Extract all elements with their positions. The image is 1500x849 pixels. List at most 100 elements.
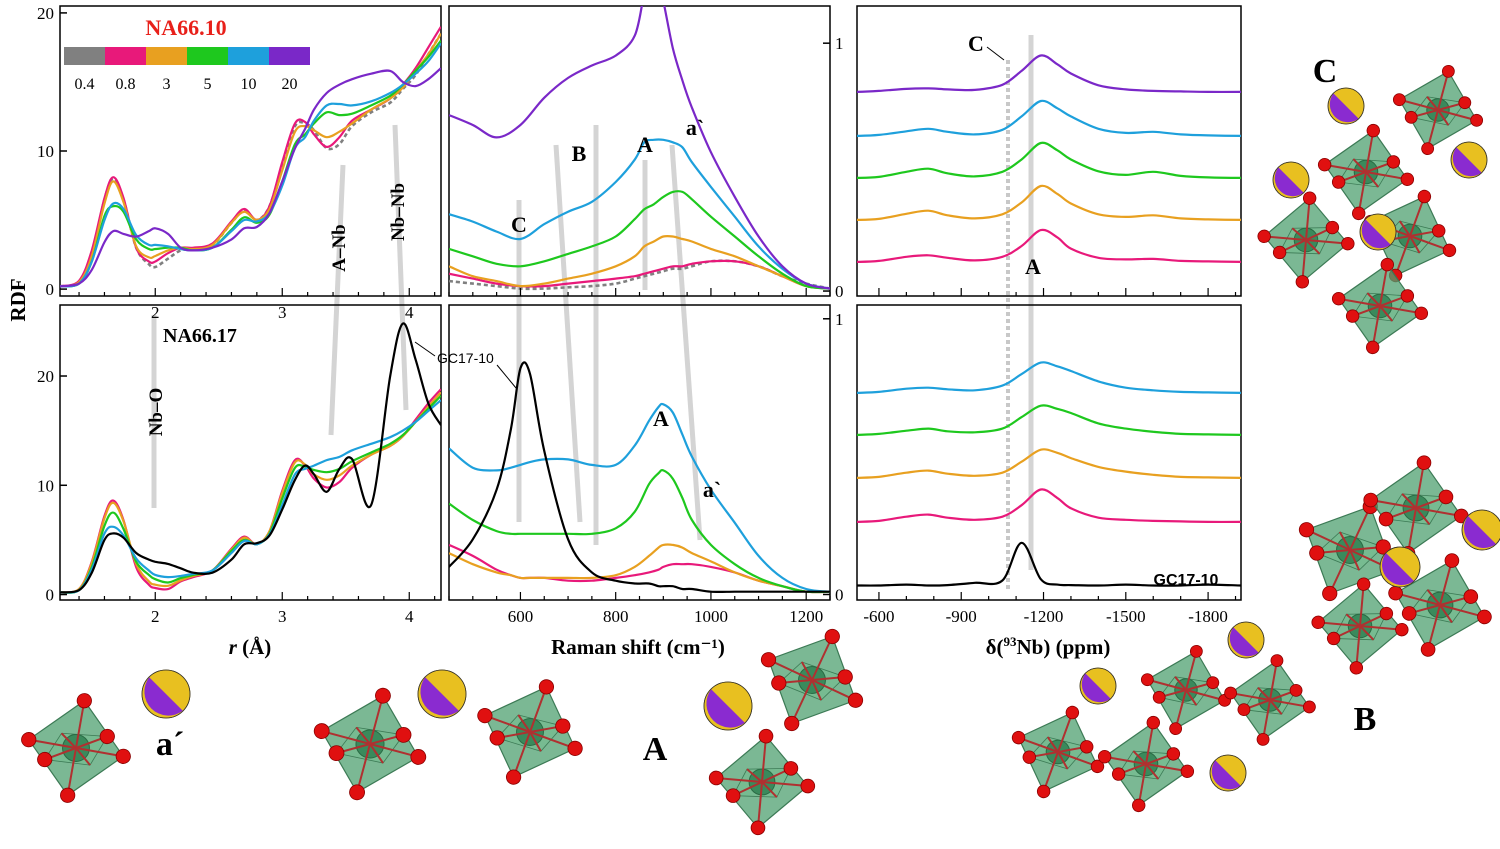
series-10-line	[449, 402, 830, 593]
legend-label: 20	[282, 76, 298, 93]
series-5-line	[857, 141, 1241, 179]
label-gc-rdf: GC17-10	[437, 350, 494, 366]
x-tick-label: 600	[508, 607, 534, 626]
axis-ticks-6: -600 -900 -1200 -1500 -1800	[863, 592, 1237, 626]
cation-sphere	[1227, 621, 1265, 659]
nbo6-octahedron	[1257, 191, 1355, 289]
series-3-line	[449, 543, 830, 594]
cation-sphere	[141, 669, 191, 719]
legend-label: 0.8	[116, 76, 136, 93]
plot-area-5	[857, 54, 1241, 263]
series-3-line	[60, 33, 441, 288]
x-tick-label: -1500	[1106, 607, 1146, 626]
struct-label-C: C	[1313, 53, 1338, 90]
nbo6-octahedron	[708, 728, 816, 836]
gc-leader	[414, 341, 436, 357]
y-tick-label: 10	[37, 476, 54, 495]
plot-area-1	[60, 26, 441, 288]
gc-leader-raman	[496, 364, 517, 389]
series-0_8-line	[60, 26, 441, 288]
series-3-line	[857, 448, 1241, 479]
nbo6-octahedron	[477, 679, 583, 785]
nmr-c-leader	[986, 46, 1005, 61]
raman-x-label: Raman shift (cm⁻¹)	[551, 635, 725, 659]
right-tick-label: 0	[835, 282, 844, 301]
cation-sphere	[1461, 509, 1500, 551]
plot-area-6	[857, 361, 1241, 587]
series-5-line	[449, 469, 830, 594]
x-tick-label: 4	[405, 303, 414, 322]
x-tick-label: 2	[151, 303, 160, 322]
series-GC17-10-line	[449, 361, 830, 594]
legend-swatch-20	[269, 47, 310, 65]
nmr-x-label: δ(93Nb) (ppm)	[986, 634, 1111, 659]
cation-sphere	[1079, 667, 1117, 705]
right-tick-label: 0	[835, 585, 844, 604]
raman-label-a-prime-top: a`	[686, 115, 704, 140]
nbo6-octahedron	[1140, 644, 1232, 736]
struct-label-B: B	[1354, 701, 1377, 738]
series-3-line	[857, 184, 1241, 221]
x-tick-label: 1000	[694, 607, 728, 626]
legend-label: 10	[241, 76, 257, 93]
nbo6-octahedron	[21, 693, 131, 803]
legend-title: NA66.10	[145, 15, 226, 40]
axis-ticks-2: 0 10 20 2 3 4	[37, 367, 436, 626]
nbo6-octahedron	[1388, 553, 1492, 657]
x-tick-label: -1200	[1024, 607, 1064, 626]
nbo6-octahedron	[1298, 498, 1402, 602]
x-tick-label: 1200	[789, 607, 823, 626]
y-tick-label: 20	[37, 4, 54, 23]
series-20-line	[857, 54, 1241, 94]
series-10-line	[449, 138, 830, 290]
label-a-nb: A–Nb	[329, 224, 350, 272]
cation-sphere	[1379, 546, 1421, 588]
panel-nmr-top	[856, 5, 1242, 297]
series-0_8-line	[857, 228, 1241, 263]
rdf-x-label: r (Å)	[229, 635, 272, 659]
x-tick-label: -900	[946, 607, 977, 626]
nbo6-octahedron	[1331, 257, 1429, 355]
legend-swatch-5	[187, 47, 228, 65]
x-tick-label: 800	[603, 607, 629, 626]
struct-label-a-prime: a´	[156, 726, 184, 763]
plot-area-3	[449, 6, 830, 291]
panel-rdf-bottom	[59, 304, 442, 601]
raman-label-A-top: A	[637, 132, 653, 157]
series-GC17-10-line	[857, 541, 1241, 587]
nbo6-octahedron	[1311, 577, 1409, 675]
x-tick-label: 4	[405, 607, 414, 626]
right-tick-label: 1	[835, 310, 844, 329]
nbo6-octahedron	[1224, 654, 1316, 746]
color-legend: 0.4 0.8 3 5 10 20	[64, 47, 310, 93]
nbo6-octahedron	[1317, 123, 1415, 221]
raman-label-A-bottom: A	[653, 406, 669, 431]
panel-nmr-bottom	[856, 304, 1242, 601]
series-3-line	[449, 234, 830, 290]
cation-sphere	[1327, 87, 1365, 125]
label-nb-nb: Nb–Nb	[388, 183, 409, 241]
rdf-y-label: RDF	[6, 278, 30, 321]
series-20-line	[60, 67, 441, 288]
legend-swatch-3	[146, 47, 187, 65]
y-tick-label: 0	[46, 586, 55, 605]
series-layer	[60, 6, 1241, 594]
label-nb-o: Nb–O	[146, 388, 167, 437]
struct-label-A: A	[643, 731, 668, 768]
nbo6-octahedron	[1097, 715, 1195, 813]
legend-label: 5	[204, 76, 212, 93]
nbo6-octahedron	[1363, 189, 1457, 283]
plot-area-4	[449, 361, 830, 594]
legend-label: 3	[163, 76, 171, 93]
y-tick-label: 10	[37, 142, 54, 161]
legend-label: 0.4	[75, 76, 95, 93]
label-na6617: NA66.17	[163, 325, 237, 347]
axis-ticks-1: 0 10 20 2 3 4	[37, 4, 436, 322]
legend-swatch-0_4	[64, 47, 105, 65]
x-tick-label: -1800	[1188, 607, 1228, 626]
x-tick-label: 2	[151, 607, 160, 626]
cation-sphere	[417, 669, 467, 719]
nmr-label-A: A	[1025, 254, 1041, 279]
